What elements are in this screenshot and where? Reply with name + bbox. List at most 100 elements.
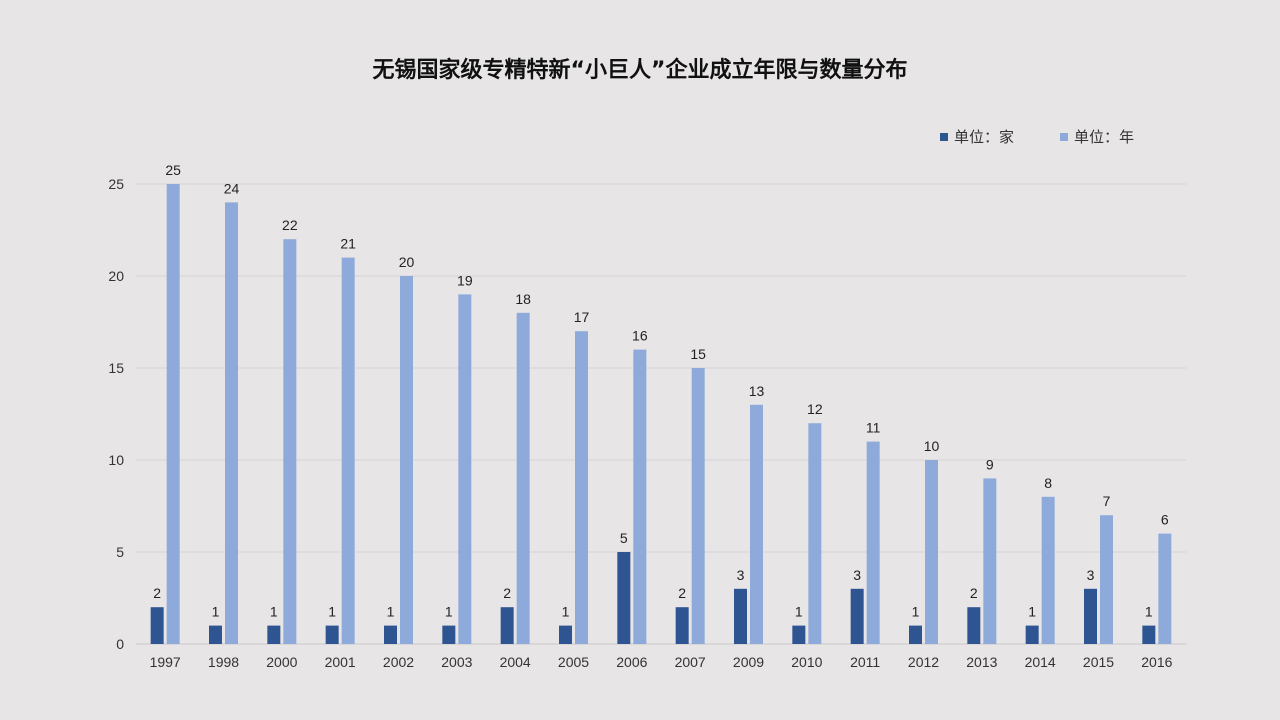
data-label-2013-series-1: 9 <box>986 456 994 472</box>
x-tick-label-2016: 2016 <box>1141 654 1172 670</box>
data-label-2014-series-0: 1 <box>1028 604 1036 620</box>
x-tick-label-2007: 2007 <box>675 654 706 670</box>
bar-2000-series-1 <box>283 239 297 644</box>
data-label-2001-series-1: 21 <box>340 236 356 252</box>
data-label-2000-series-1: 22 <box>282 217 298 233</box>
x-tick-label-2000: 2000 <box>266 654 297 670</box>
bar-1998-series-0 <box>209 625 222 644</box>
legend-label-years: 单位：年 <box>1074 128 1135 146</box>
bar-2002-series-0 <box>384 625 397 644</box>
data-label-2003-series-1: 19 <box>457 272 473 288</box>
bar-2001-series-1 <box>341 257 355 644</box>
data-label-1997-series-1: 25 <box>165 162 181 178</box>
data-label-2010-series-0: 1 <box>795 604 803 620</box>
bar-1997-series-1 <box>166 184 180 644</box>
data-label-2009-series-1: 13 <box>749 383 765 399</box>
data-label-2004-series-0: 2 <box>503 585 511 601</box>
bar-2013-series-0 <box>967 607 981 644</box>
bar-2011-series-1 <box>866 441 880 644</box>
bar-2003-series-1 <box>458 294 472 644</box>
bar-2016-series-0 <box>1142 625 1156 644</box>
x-tick-label-2005: 2005 <box>558 654 589 670</box>
bar-2009-series-0 <box>734 588 747 644</box>
data-label-2015-series-1: 7 <box>1103 493 1111 509</box>
data-label-1998-series-1: 24 <box>224 180 240 196</box>
legend-item-companies: 单位：家 <box>940 126 1014 147</box>
bar-2002-series-1 <box>400 276 413 644</box>
data-label-2005-series-0: 1 <box>562 604 570 620</box>
bar-1998-series-1 <box>225 202 238 644</box>
data-label-2003-series-0: 1 <box>445 604 453 620</box>
bar-1997-series-0 <box>150 607 164 644</box>
x-tick-label-2012: 2012 <box>908 654 939 670</box>
data-label-2013-series-0: 2 <box>970 585 978 601</box>
data-label-2014-series-1: 8 <box>1044 475 1052 491</box>
bar-2003-series-0 <box>442 625 456 644</box>
data-label-2011-series-1: 11 <box>866 420 881 436</box>
y-tick-label-15: 15 <box>108 360 124 376</box>
y-tick-label-10: 10 <box>108 452 124 468</box>
data-label-2012-series-0: 1 <box>912 604 920 620</box>
data-label-2007-series-1: 15 <box>690 346 706 362</box>
bar-2001-series-0 <box>325 625 339 644</box>
data-label-2015-series-0: 3 <box>1087 567 1095 583</box>
bar-2014-series-0 <box>1025 625 1039 644</box>
data-label-2005-series-1: 17 <box>574 309 590 325</box>
bar-2015-series-1 <box>1100 515 1113 644</box>
data-label-1998-series-0: 1 <box>212 604 220 620</box>
bar-2009-series-1 <box>750 404 763 644</box>
x-tick-label-2011: 2011 <box>850 654 880 670</box>
x-tick-label-2001: 2001 <box>325 654 356 670</box>
data-label-2016-series-0: 1 <box>1145 604 1153 620</box>
chart-title: 无锡国家级专精特新“小巨人”企业成立年限与数量分布 <box>372 58 908 83</box>
data-label-2011-series-0: 3 <box>853 567 861 583</box>
bar-2007-series-1 <box>691 368 705 644</box>
data-label-2002-series-1: 20 <box>399 254 415 270</box>
bar-2010-series-0 <box>792 625 806 644</box>
x-tick-label-2009: 2009 <box>733 654 764 670</box>
x-tick-label-2006: 2006 <box>616 654 647 670</box>
bar-2007-series-0 <box>675 607 689 644</box>
bar-2016-series-1 <box>1158 533 1172 644</box>
legend: 单位：家 单位：年 <box>940 126 1134 147</box>
data-label-2016-series-1: 6 <box>1161 512 1169 528</box>
bar-2000-series-0 <box>267 625 281 644</box>
legend-label-companies: 单位：家 <box>954 128 1015 146</box>
data-label-2001-series-0: 1 <box>328 604 336 620</box>
bar-2005-series-0 <box>559 625 572 644</box>
bar-2015-series-0 <box>1084 588 1097 644</box>
data-label-2006-series-1: 16 <box>632 328 648 344</box>
data-label-2010-series-1: 12 <box>807 401 823 417</box>
bar-2012-series-1 <box>925 460 938 644</box>
y-tick-label-20: 20 <box>108 268 124 284</box>
x-tick-label-2004: 2004 <box>500 654 531 670</box>
bar-2005-series-1 <box>575 331 588 644</box>
data-label-2002-series-0: 1 <box>387 604 395 620</box>
x-tick-label-1998: 1998 <box>208 654 239 670</box>
bar-2011-series-0 <box>850 588 864 644</box>
y-tick-label-25: 25 <box>108 176 124 192</box>
x-tick-label-1997: 1997 <box>150 654 181 670</box>
x-tick-label-2002: 2002 <box>383 654 414 670</box>
bar-2014-series-1 <box>1041 496 1055 644</box>
x-tick-label-2013: 2013 <box>966 654 997 670</box>
bar-2004-series-1 <box>516 312 530 644</box>
bar-2012-series-0 <box>909 625 922 644</box>
data-label-2004-series-1: 18 <box>515 291 531 307</box>
data-label-2012-series-1: 10 <box>924 438 940 454</box>
data-label-2007-series-0: 2 <box>678 585 686 601</box>
x-tick-label-2015: 2015 <box>1083 654 1114 670</box>
data-label-2000-series-0: 1 <box>270 604 278 620</box>
bar-2006-series-1 <box>633 349 647 644</box>
y-tick-label-5: 5 <box>116 544 124 560</box>
bar-2004-series-0 <box>500 607 514 644</box>
bar-2010-series-1 <box>808 423 822 644</box>
y-tick-label-0: 0 <box>116 636 124 652</box>
legend-swatch-companies <box>940 132 948 141</box>
data-label-1997-series-0: 2 <box>153 585 161 601</box>
x-tick-label-2014: 2014 <box>1025 654 1056 670</box>
legend-item-years: 单位：年 <box>1060 126 1134 147</box>
data-label-2009-series-0: 3 <box>737 567 745 583</box>
bar-2013-series-1 <box>983 478 997 644</box>
